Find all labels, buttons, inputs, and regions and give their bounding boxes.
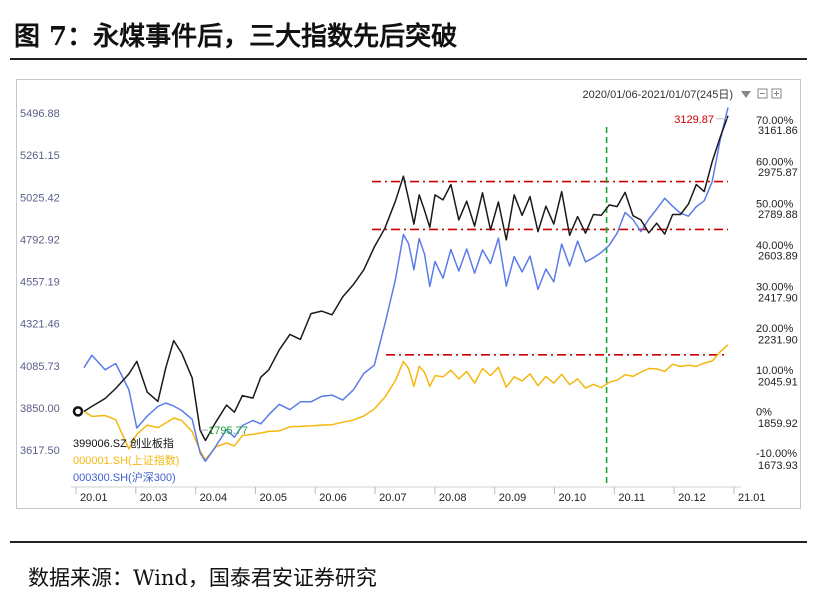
- right-pct-tick-label: 20.00%: [756, 323, 794, 335]
- left-tick-label: 3617.50: [20, 445, 60, 457]
- series-line-sse: [83, 344, 729, 461]
- right-pct-tick-label: 40.00%: [756, 240, 794, 252]
- annotation-layer: 3129.87 1795.77: [72, 114, 728, 437]
- left-tick-label: 5025.42: [20, 192, 60, 204]
- right-pct-tick-label: 60.00%: [756, 157, 794, 169]
- source-rule: [10, 541, 807, 543]
- gem-low-label: 1795.77: [208, 425, 248, 437]
- start-marker: [72, 406, 84, 417]
- right-gem-tick-label: 2231.90: [758, 334, 798, 346]
- x-tick-label: 20.07: [379, 492, 407, 504]
- series-layer: [83, 107, 729, 463]
- legend: 399006.SZ 创业板指 000001.SH(上证指数) 000300.SH(沪…: [73, 436, 179, 484]
- left-tick-label: 4557.19: [20, 277, 60, 289]
- x-tick-label: 20.09: [499, 492, 527, 504]
- x-tick-label: 20.05: [259, 492, 287, 504]
- right-gem-tick-label: 3161.86: [758, 125, 798, 137]
- legend-settings-icon[interactable]: [757, 88, 768, 99]
- date-range-label[interactable]: 2020/01/06-2021/01/07(245日): [583, 89, 733, 101]
- left-tick-label: 4085.73: [20, 361, 60, 373]
- x-tick-label: 20.06: [319, 492, 347, 504]
- expand-icon[interactable]: [771, 88, 782, 99]
- x-tick-label: 20.08: [439, 492, 467, 504]
- x-tick-label: 20.12: [678, 492, 706, 504]
- left-tick-label: 4321.46: [20, 319, 60, 331]
- legend-entry: 399006.SZ 创业板指: [73, 436, 174, 450]
- right-axis: 70.00% 60.00% 50.00% 40.00% 30.00% 20.00% 10.0…: [756, 115, 798, 472]
- left-tick-label: 4792.92: [20, 234, 60, 246]
- x-tick-label: 20.10: [559, 492, 587, 504]
- right-gem-tick-label: 1859.92: [758, 418, 798, 430]
- legend-entry: 000001.SH(上证指数): [73, 453, 179, 467]
- x-tick-label: 21.01: [738, 492, 766, 504]
- right-pct-tick-label: 70.00%: [756, 115, 794, 127]
- resistance-levels: [372, 127, 728, 483]
- chart-panel: 2020/01/06-2021/01/07(245日) 5496.88 5261.…: [16, 79, 801, 509]
- right-pct-tick-label: 30.00%: [756, 282, 794, 294]
- figure-title: 图 7：永煤事件后，三大指数先后突破: [14, 22, 458, 52]
- series-line-gem: [83, 115, 729, 442]
- dropdown-triangle-icon[interactable]: [741, 91, 751, 98]
- x-tick-label: 20.04: [200, 492, 228, 504]
- x-axis: 20.01 20.03 20.04 20.05 20.06 20.07 20.08 20.09…: [71, 486, 766, 504]
- gem-high-label: 3129.87: [674, 114, 714, 126]
- chart-svg: 2020/01/06-2021/01/07(245日) 5496.88 5261.…: [16, 79, 801, 509]
- right-pct-tick-label: 10.00%: [756, 365, 794, 377]
- source-note: 数据来源：Wind，国泰君安证券研究: [28, 566, 377, 590]
- series-line-hs300: [83, 107, 729, 463]
- right-gem-tick-label: 2417.90: [758, 293, 798, 305]
- right-pct-tick-label: -10.00%: [756, 448, 797, 460]
- right-gem-tick-label: 2045.91: [758, 376, 798, 388]
- right-gem-tick-label: 2789.88: [758, 209, 798, 221]
- right-pct-tick-label: 0%: [756, 406, 772, 418]
- right-gem-tick-label: 2603.89: [758, 251, 798, 263]
- x-tick-label: 20.03: [140, 492, 168, 504]
- left-axis: 5496.88 5261.15 5025.42 4792.92 4557.19 4321.…: [20, 108, 60, 457]
- legend-entry: 000300.SH(沪深300): [73, 470, 176, 484]
- x-tick-label: 20.01: [80, 492, 108, 504]
- right-gem-tick-label: 2975.87: [758, 167, 798, 179]
- chart-border: [16, 79, 801, 509]
- left-tick-label: 5261.15: [20, 150, 60, 162]
- right-gem-tick-label: 1673.93: [758, 460, 798, 472]
- left-tick-label: 3850.00: [20, 403, 60, 415]
- x-tick-label: 20.11: [618, 492, 645, 504]
- title-rule: [10, 58, 807, 60]
- left-tick-label: 5496.88: [20, 108, 60, 120]
- right-pct-tick-label: 50.00%: [756, 198, 794, 210]
